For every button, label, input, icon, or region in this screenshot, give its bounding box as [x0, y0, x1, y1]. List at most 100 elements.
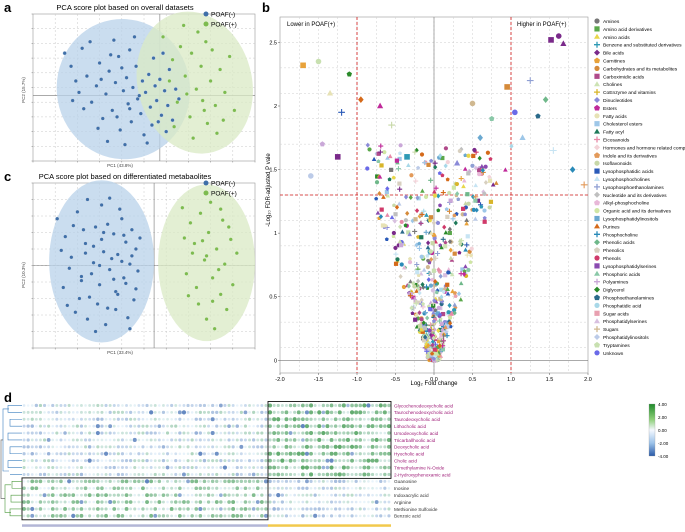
heatmap-colorbar — [648, 403, 656, 457]
heatmap-cell — [141, 438, 145, 442]
pca-overall-xlabel: PC1 (43.8%) — [107, 163, 133, 168]
heatmap-cell — [199, 466, 202, 469]
heatmap-cell — [329, 424, 334, 428]
heatmap-cell — [186, 431, 190, 435]
heatmap-cell — [137, 410, 141, 414]
heatmap-cell — [260, 459, 264, 463]
heatmap-cell — [309, 500, 313, 504]
heatmap-cell — [137, 500, 141, 504]
heatmap-cell — [301, 445, 305, 449]
heatmap-cell — [329, 437, 334, 442]
heatmap-cell — [202, 486, 207, 490]
heatmap-cell — [297, 403, 301, 407]
volcano-point — [431, 220, 436, 225]
volcano-point — [440, 311, 446, 317]
legend-label: Phosphatidylserines — [603, 319, 647, 325]
heatmap-cell — [116, 466, 120, 469]
heatmap-cell — [129, 452, 133, 456]
heatmap-cell — [121, 500, 124, 504]
heatmap-cell — [141, 514, 145, 518]
volcano-point — [423, 284, 430, 290]
heatmap-cell — [129, 438, 133, 442]
volcano-point — [427, 328, 432, 333]
heatmap-cell — [350, 486, 354, 490]
heatmap-cell — [338, 431, 342, 435]
heatmap-cell — [141, 500, 145, 504]
heatmap-cell — [313, 465, 317, 470]
heatmap-cell — [309, 507, 313, 511]
volcano-point — [408, 256, 412, 261]
heatmap-cell — [326, 480, 329, 483]
legend-marker — [594, 326, 600, 333]
heatmap-cell — [51, 466, 55, 470]
volcano-point — [443, 244, 448, 249]
pca-differential-point-poaf-neg — [89, 271, 94, 276]
heatmap-cell — [67, 459, 71, 462]
heatmap-cell — [214, 500, 219, 504]
heatmap-cell — [67, 486, 71, 490]
volcano-point — [436, 208, 441, 213]
volcano-point — [425, 315, 430, 321]
pca-differential-point-poaf-neg — [129, 253, 134, 258]
heatmap-cell — [153, 438, 157, 442]
heatmap-cell — [178, 452, 182, 456]
heatmap-cell — [83, 493, 88, 497]
volcano-point — [403, 223, 408, 228]
heatmap-cell — [145, 493, 149, 498]
heatmap-cell — [158, 493, 161, 497]
heatmap-cell — [141, 404, 145, 407]
volcano-point — [408, 195, 413, 201]
heatmap-cell — [104, 417, 108, 421]
pca-differential-point-poaf-neg — [103, 322, 108, 327]
pca-differential-point-poaf-neg — [83, 251, 88, 256]
heatmap-cell — [194, 404, 198, 407]
heatmap-cell — [43, 466, 46, 469]
volcano-point — [376, 159, 381, 163]
pca-differential-point-poaf-neg — [107, 196, 112, 201]
heatmap-cell — [190, 417, 194, 421]
heatmap-cell — [215, 507, 219, 511]
heatmap-cell — [367, 514, 370, 518]
pca-differential-point-poaf-neg — [135, 268, 140, 274]
volcano-point — [447, 315, 453, 320]
heatmap-cell — [84, 417, 87, 421]
heatmap-cell — [358, 410, 363, 415]
heatmap-cell — [358, 424, 363, 428]
volcano-point — [490, 182, 496, 187]
heatmap-cell — [252, 466, 256, 470]
heatmap-cell — [203, 417, 206, 421]
heatmap-cell — [317, 437, 322, 443]
heatmap-cell — [292, 458, 297, 463]
heatmap-cell — [289, 486, 292, 490]
heatmap-row-label: Inosine — [394, 486, 410, 491]
volcano-point — [397, 156, 402, 162]
heatmap-cell — [354, 466, 358, 469]
pca-overall-point-poaf-pos — [194, 87, 199, 92]
heatmap-cell — [137, 472, 141, 476]
pca-overall-point-poaf-neg — [111, 38, 116, 43]
heatmap-cell — [215, 459, 219, 463]
heatmap-row-labels: Glycochenodeoxycholic acidTaurochenodeox… — [394, 403, 454, 518]
volcano-point — [358, 96, 364, 104]
volcano-point — [443, 163, 448, 169]
heatmap-cell — [79, 452, 83, 456]
heatmap-cell — [92, 493, 96, 497]
heatmap-cell — [252, 486, 255, 490]
heatmap-cell — [383, 486, 387, 490]
heatmap-cell — [67, 493, 71, 497]
pca-differential-point-poaf-neg — [65, 303, 70, 308]
pca-overall-point-poaf-neg — [143, 90, 148, 95]
volcano-point — [398, 151, 402, 155]
heatmap-cell — [43, 411, 46, 414]
heatmap-cell — [264, 493, 268, 497]
volcano-point — [392, 218, 397, 224]
heatmap-cell — [375, 431, 379, 435]
heatmap-cell — [92, 438, 96, 442]
legend-marker — [594, 65, 600, 71]
pca-overall-point-poaf-neg — [176, 96, 181, 101]
legend-label: Polyamines — [603, 280, 629, 286]
volcano-point — [414, 208, 420, 214]
heatmap-cell — [26, 410, 30, 414]
heatmap-cell — [96, 486, 100, 491]
heatmap-cell — [297, 500, 301, 504]
